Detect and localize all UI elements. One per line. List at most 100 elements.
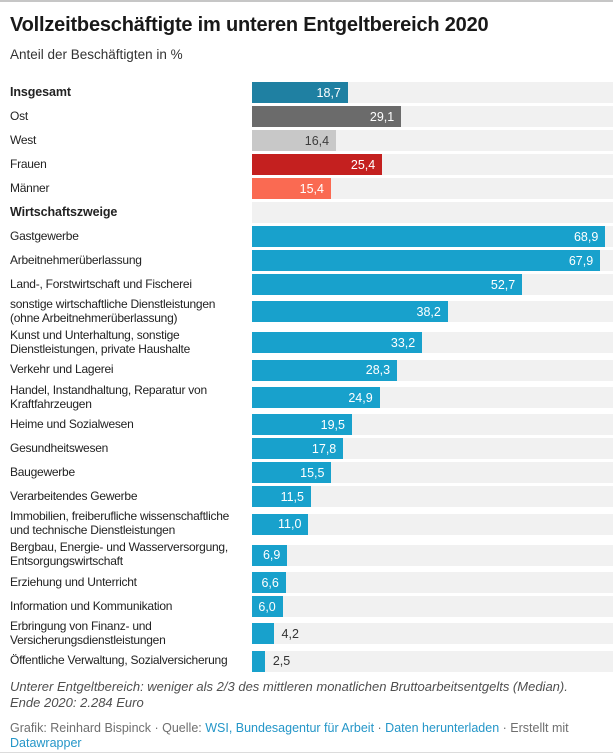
footer-link[interactable]: Daten herunterladen xyxy=(385,720,500,735)
bar-track: 4,2 xyxy=(252,623,613,645)
bar-value-label: 17,8 xyxy=(311,441,337,456)
row-label: Verkehr und Lagerei xyxy=(10,363,114,377)
bar-track: 68,9 xyxy=(252,226,613,247)
chart-row: Frauen 25,4 xyxy=(10,154,613,175)
footer-text: · xyxy=(374,720,386,735)
row-label: Handel, Instandhaltung, Reparatur von Kra… xyxy=(10,383,207,411)
bar-track: 15,5 xyxy=(252,462,613,484)
bar: 33,2 xyxy=(252,332,423,354)
bar: 24,9 xyxy=(252,387,380,409)
row-label: Ost xyxy=(10,109,28,123)
bar-track: 6,6 xyxy=(252,572,613,594)
chart-row: Immobilien, freiberufliche wissenschaftl… xyxy=(10,510,613,538)
bar: 25,4 xyxy=(252,154,383,175)
row-label: Gesundheitswesen xyxy=(10,441,109,455)
chart-row: Erbringung von Finanz- und Versicherungsd… xyxy=(10,620,613,648)
row-label: Gastgewerbe xyxy=(10,229,79,243)
footer-link[interactable]: WSI, Bundesagentur für Arbeit xyxy=(205,720,375,735)
chart-row: Ost 29,1 xyxy=(10,106,613,127)
bar: 11,0 xyxy=(252,513,309,535)
bar-value-label: 24,9 xyxy=(348,390,373,405)
bar-value-label: 6,9 xyxy=(262,548,281,563)
bar-track: 25,4 xyxy=(252,154,613,175)
chart-row: Kunst und Unterhaltung, sonstige Dienstle… xyxy=(10,329,613,357)
row-label: Öffentliche Verwaltung, Sozialversicheru… xyxy=(10,654,228,668)
bar-track: 6,0 xyxy=(252,596,613,618)
bar-value-label: 16,4 xyxy=(304,133,330,148)
bar-track: 67,9 xyxy=(252,250,613,271)
bar-track: 15,4 xyxy=(252,178,613,199)
bar-track: 17,8 xyxy=(252,438,613,460)
chart-row: Arbeitnehmerüberlassung 67,9 xyxy=(10,250,613,271)
chart-row: Information und Kommunikation 6,0 xyxy=(10,596,613,618)
row-label: Erziehung und Unterricht xyxy=(10,575,137,589)
row-label: Verarbeitendes Gewerbe xyxy=(10,489,138,503)
chart-row: Land-, Forstwirtschaft und Fischerei 52,7 xyxy=(10,274,613,295)
bar: 6,9 xyxy=(252,544,288,566)
bar-value-label: 11,5 xyxy=(280,489,304,504)
bar-value-label: 68,9 xyxy=(573,229,599,244)
chart-title: Vollzeitbeschäftigte im unteren Entgeltb… xyxy=(10,14,489,36)
bar-track: 24,9 xyxy=(252,387,613,409)
bar-value-label: 33,2 xyxy=(390,335,416,350)
chart-row: Öffentliche Verwaltung, Sozialversicheru… xyxy=(10,650,613,672)
bar-track: 6,9 xyxy=(252,544,613,566)
bar: 6,6 xyxy=(252,572,286,594)
bar-value-label: 25,4 xyxy=(350,157,376,172)
bar-track: 11,5 xyxy=(252,486,613,508)
bar-track: 29,1 xyxy=(252,106,613,127)
bar-value-label: 18,7 xyxy=(316,85,341,100)
chart-note: Unterer Entgeltbereich: weniger als 2/3 … xyxy=(10,678,568,711)
bar-track xyxy=(252,202,613,223)
bar: 16,4 xyxy=(252,130,337,151)
chart-row: Heime und Sozialwesen 19,5 xyxy=(10,414,613,436)
bar xyxy=(252,623,274,645)
chart-row: Insgesamt 18,7 xyxy=(10,82,613,103)
footer-text: · Erstellt mit xyxy=(499,720,569,735)
row-label: Immobilien, freiberufliche wissenschaftl… xyxy=(10,510,230,538)
row-label: Land-, Forstwirtschaft und Fischerei xyxy=(10,277,192,291)
bar-value-label: 67,9 xyxy=(568,253,594,268)
bar-value-label: 4,2 xyxy=(281,626,299,641)
row-label: Erbringung von Finanz- und Versicherungsd… xyxy=(10,620,166,647)
bar-value-label: 6,0 xyxy=(258,599,276,614)
bar: 6,0 xyxy=(252,596,283,618)
chart-credits: Grafik: Reinhard Bispinck · Quelle: WSI,… xyxy=(10,721,603,751)
chart-row: Bergbau, Energie- und Wasserversorgung, E… xyxy=(10,541,613,569)
row-label: Bergbau, Energie- und Wasserversorgung, E… xyxy=(10,541,228,569)
chart-row: Handel, Instandhaltung, Reparatur von Kra… xyxy=(10,384,613,412)
bar: 68,9 xyxy=(252,226,606,247)
chart-row: Männer 15,4 xyxy=(10,178,613,199)
bar-track: 18,7 xyxy=(252,82,613,103)
bar: 19,5 xyxy=(252,414,352,436)
row-label: Baugewerbe xyxy=(10,465,75,479)
bar-chart: Insgesamt 18,7 Ost 29,1 West 16,4 Frauen 25,4 Mä… xyxy=(10,82,613,672)
footer-link[interactable]: Datawrapper xyxy=(10,735,82,750)
row-label: Insgesamt xyxy=(10,85,71,100)
bar-value-label: 15,5 xyxy=(300,465,325,480)
bar: 15,4 xyxy=(252,178,331,199)
bar-value-label: 28,3 xyxy=(365,363,391,378)
bar-track: 28,3 xyxy=(252,359,613,381)
bar: 17,8 xyxy=(252,438,344,460)
row-label: Heime und Sozialwesen xyxy=(10,417,134,431)
bar xyxy=(252,650,265,672)
bar: 18,7 xyxy=(252,82,348,103)
bar: 38,2 xyxy=(252,301,448,323)
bar: 15,5 xyxy=(252,462,332,484)
bar: 29,1 xyxy=(252,106,402,127)
bar-track: 16,4 xyxy=(252,130,613,151)
chart-row: Erziehung und Unterricht 6,6 xyxy=(10,572,613,594)
footer-text: Grafik: Reinhard Bispinck · Quelle: xyxy=(10,720,206,735)
chart-row: Baugewerbe 15,5 xyxy=(10,462,613,484)
bar-value-label: 29,1 xyxy=(369,109,395,124)
bar-value-label: 15,4 xyxy=(299,181,324,196)
row-label: Frauen xyxy=(10,157,47,171)
bar: 11,5 xyxy=(252,486,311,508)
section-header-row: Wirtschaftszweige xyxy=(10,202,613,223)
bar-value-label: 19,5 xyxy=(320,417,345,432)
row-label: Wirtschaftszweige xyxy=(10,205,118,220)
row-label: sonstige wirtschaftliche Dienstleistunge… xyxy=(10,298,216,325)
bar-track: 52,7 xyxy=(252,274,613,295)
bar-value-label: 6,6 xyxy=(261,575,279,590)
